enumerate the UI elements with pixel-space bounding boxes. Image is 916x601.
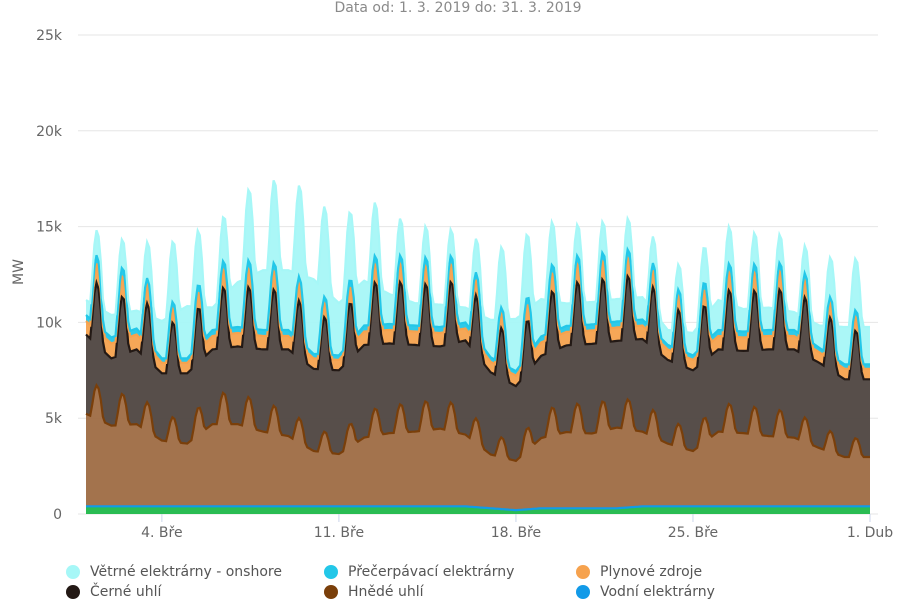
x-tick-label: 1. Dub [847, 525, 893, 541]
y-axis-label: MW [11, 259, 27, 285]
y-tick-label: 25k [36, 28, 63, 44]
legend-item[interactable]: Hnědé uhlí [324, 582, 576, 601]
legend-label: Plynové zdroje [600, 563, 703, 580]
series-lines [85, 179, 870, 512]
x-axis-ticks: 4. Bře 11. Bře 18. Bře 25. Bře 1. Dub [141, 514, 893, 541]
legend-label: Hnědé uhlí [348, 583, 424, 600]
legend-item[interactable]: Černé uhlí [66, 582, 324, 601]
x-tick-label: 25. Bře [668, 525, 718, 541]
legend-label: Větrné elektrárny - onshore [90, 563, 282, 580]
legend-marker [66, 584, 80, 599]
area-vodn-elektr-rny [86, 506, 870, 514]
y-tick-label: 10k [36, 315, 63, 331]
y-tick-label: 5k [45, 411, 63, 427]
line-vodn-elektr-rny [86, 505, 870, 512]
line-v-trn-elektr-rny-onshore [85, 179, 870, 335]
legend-marker [576, 564, 590, 579]
legend-item[interactable]: Plynové zdroje [576, 562, 826, 581]
legend-marker [576, 584, 590, 599]
legend-item[interactable]: Vodní elektrárny [576, 582, 826, 601]
area--ern-uhl- [86, 276, 870, 461]
chart-legend: Větrné elektrárny - onshore Přečerpávací … [66, 562, 826, 601]
chart-plot: 0 5k 10k 15k 20k 25k 4. Bře 11. Bře 18. Bře 25. … [11, 28, 893, 541]
x-tick-label: 18. Bře [491, 525, 541, 541]
legend-marker [324, 584, 338, 599]
chart-subtitle: Data od: 1. 3. 2019 do: 31. 3. 2019 [334, 0, 582, 16]
line-p-e-erp-vac-elektr-rny [85, 246, 870, 373]
y-tick-label: 15k [36, 220, 63, 236]
x-tick-label: 4. Bře [141, 525, 182, 541]
y-axis-ticks: 0 5k 10k 15k 20k 25k [36, 28, 63, 523]
area-hn-d-uhl- [86, 385, 870, 511]
line-hn-d-uhl- [85, 382, 870, 463]
legend-label: Přečerpávací elektrárny [348, 563, 515, 580]
legend-item[interactable]: Větrné elektrárny - onshore [66, 562, 324, 581]
line--ern-uhl- [85, 273, 870, 388]
legend-label: Vodní elektrárny [600, 583, 715, 600]
y-tick-label: 0 [53, 507, 62, 523]
x-tick-label: 11. Bře [314, 525, 364, 541]
y-tick-label: 20k [36, 124, 63, 140]
legend-item[interactable]: Přečerpávací elektrárny [324, 562, 576, 581]
legend-marker [66, 564, 80, 579]
legend-marker [324, 564, 338, 579]
legend-label: Černé uhlí [90, 583, 162, 600]
